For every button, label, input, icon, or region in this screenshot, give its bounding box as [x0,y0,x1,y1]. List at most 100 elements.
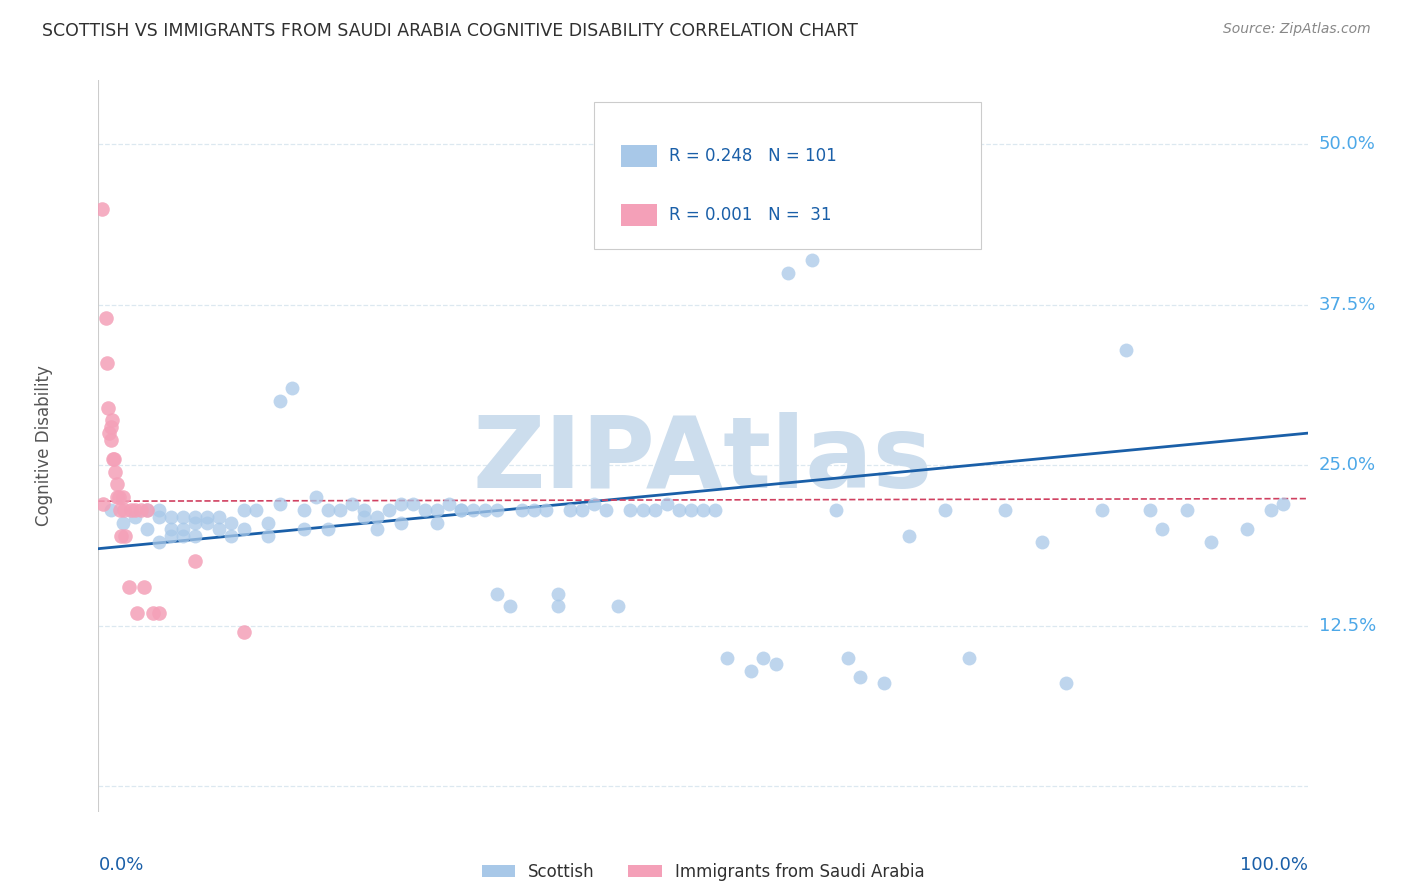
Point [740,664,762,678]
Point [184,529,207,543]
Point [1260,503,1282,517]
Point [108,503,131,517]
Point [1031,535,1053,549]
Text: Source: ZipAtlas.com: Source: ZipAtlas.com [1223,22,1371,37]
Point [316,503,339,517]
Point [111,491,134,505]
Point [837,650,859,665]
Point [120,503,142,517]
Point [450,503,472,517]
Point [208,509,231,524]
FancyBboxPatch shape [621,204,657,226]
Point [389,516,412,530]
Text: R = 0.248   N = 101: R = 0.248 N = 101 [669,146,837,165]
Point [631,503,654,517]
Point [329,503,352,517]
Point [91,202,114,216]
Point [377,503,399,517]
Point [100,433,122,447]
Point [148,535,170,549]
Point [765,657,787,672]
Point [94,310,117,325]
Point [389,497,412,511]
Point [160,529,183,543]
Point [426,516,449,530]
Point [245,503,267,517]
Point [668,503,690,517]
Point [402,497,425,511]
Point [426,503,449,517]
Point [800,252,823,267]
Point [994,503,1017,517]
Point [353,509,375,524]
Text: 25.0%: 25.0% [1319,456,1376,475]
Point [1272,497,1295,511]
Point [129,503,152,517]
Point [510,503,533,517]
Point [96,355,118,369]
Point [1199,535,1222,549]
Point [534,503,557,517]
Point [437,497,460,511]
Point [655,497,678,511]
Point [849,670,872,684]
Point [679,503,702,517]
Point [195,516,218,530]
Point [571,503,593,517]
Legend: Scottish, Immigrants from Saudi Arabia: Scottish, Immigrants from Saudi Arabia [475,856,931,888]
Text: 0.0%: 0.0% [98,855,143,873]
Point [1236,523,1258,537]
Point [100,503,122,517]
Text: 12.5%: 12.5% [1319,616,1376,634]
Point [463,503,485,517]
Point [316,523,339,537]
Point [135,523,157,537]
Point [825,503,848,517]
Point [232,503,254,517]
Point [1091,503,1114,517]
Point [105,477,128,491]
Text: 37.5%: 37.5% [1319,296,1376,314]
Point [103,451,125,466]
Point [232,625,254,640]
Point [716,650,738,665]
Point [644,503,666,517]
Point [101,451,124,466]
Point [160,523,183,537]
Point [873,676,896,690]
Point [232,523,254,537]
Point [135,503,157,517]
Point [474,503,496,517]
Point [124,509,146,524]
Point [692,503,714,517]
Point [256,529,278,543]
Point [160,509,183,524]
Point [583,497,606,511]
Point [1115,343,1137,357]
Point [789,227,811,242]
Point [413,503,436,517]
Text: SCOTTISH VS IMMIGRANTS FROM SAUDI ARABIA COGNITIVE DISABILITY CORRELATION CHART: SCOTTISH VS IMMIGRANTS FROM SAUDI ARABIA… [42,22,858,40]
Point [752,650,775,665]
Text: ZIPAtlas: ZIPAtlas [472,412,934,509]
Point [704,503,727,517]
Point [97,401,120,415]
Point [353,503,375,517]
Point [366,509,388,524]
Point [547,586,569,600]
Point [281,381,304,395]
Text: 50.0%: 50.0% [1319,136,1375,153]
Point [148,503,170,517]
Point [105,491,128,505]
Point [208,523,231,537]
Point [108,491,131,505]
Point [486,586,509,600]
Point [292,503,315,517]
Point [184,554,207,568]
Point [776,266,799,280]
Point [172,529,194,543]
Point [148,509,170,524]
Point [595,503,617,517]
Point [498,599,520,614]
Point [221,516,243,530]
